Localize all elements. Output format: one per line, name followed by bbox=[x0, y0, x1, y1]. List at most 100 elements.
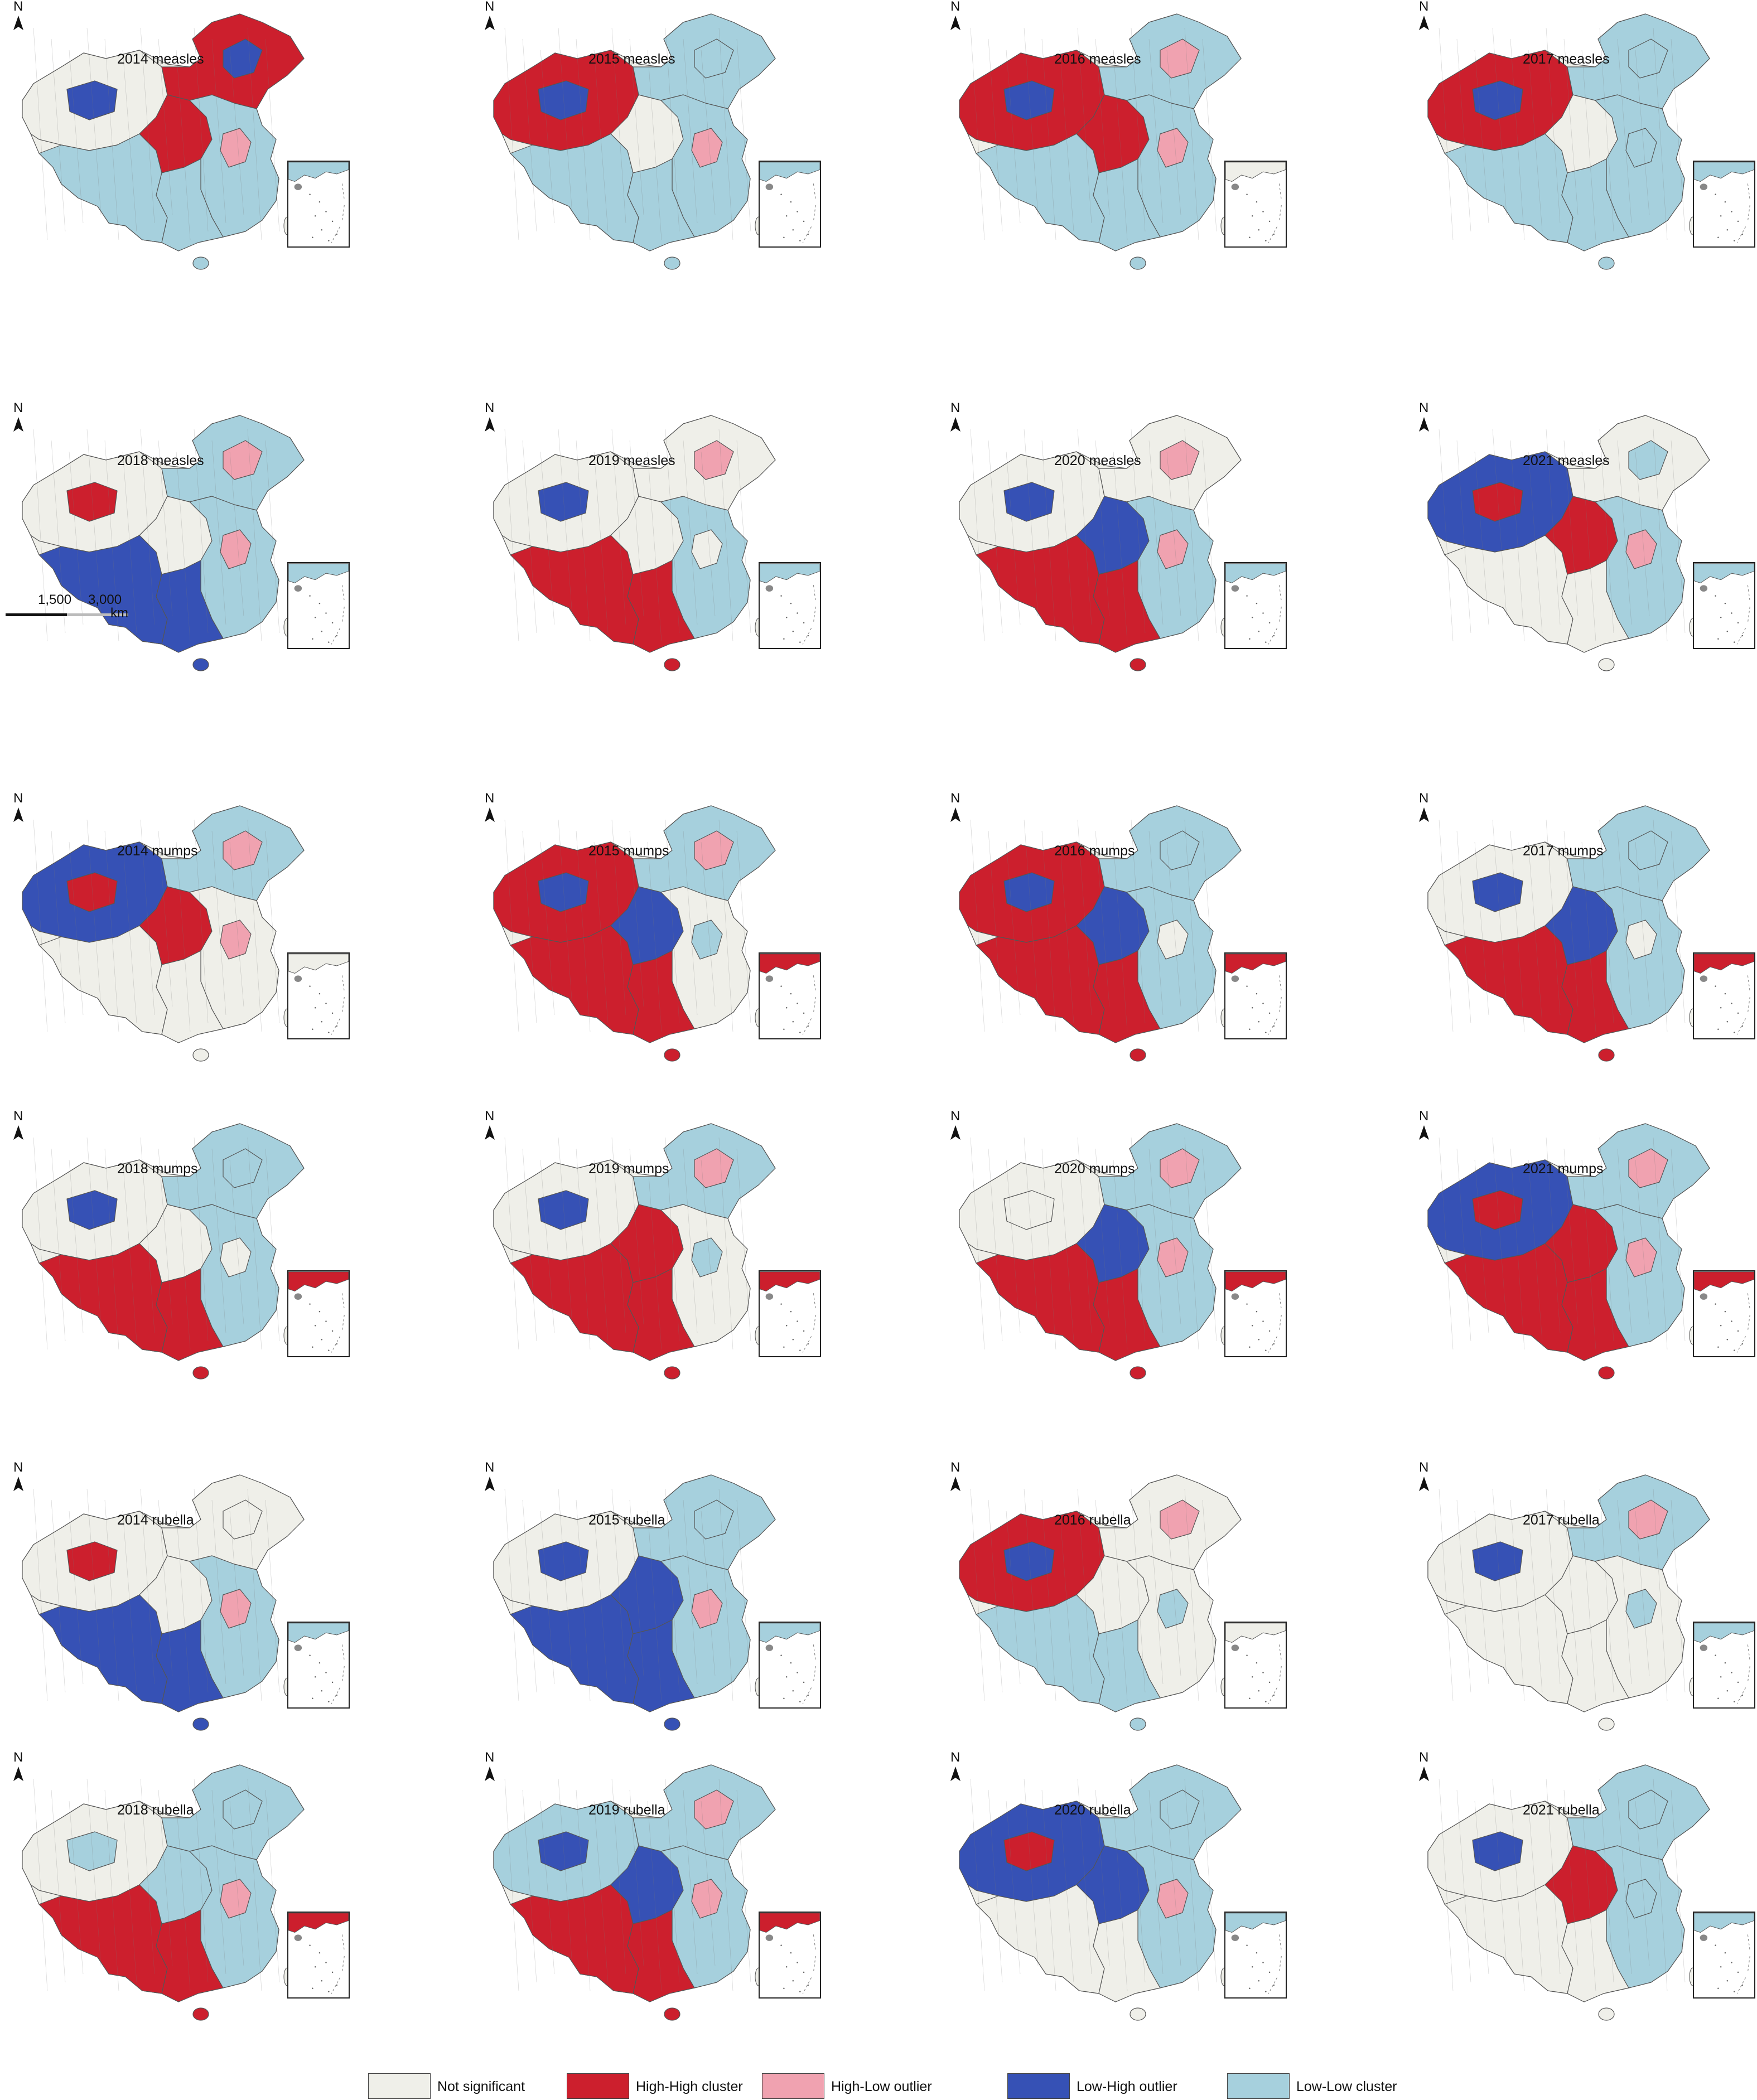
accent-northeast bbox=[1628, 38, 1668, 79]
county-boundary bbox=[611, 27, 626, 224]
inset-islet bbox=[1734, 1991, 1735, 1992]
county-boundary bbox=[247, 1778, 262, 1991]
inset-coast bbox=[288, 1623, 349, 1643]
accent-east bbox=[1157, 128, 1189, 168]
inset-islet bbox=[318, 1952, 321, 1954]
county-boundary bbox=[1059, 50, 1074, 232]
south-china-sea-inset bbox=[1693, 1270, 1755, 1357]
inset-islet bbox=[321, 1339, 323, 1341]
county-boundary bbox=[576, 830, 591, 1032]
county-boundary bbox=[69, 451, 84, 625]
inset-coast bbox=[1694, 563, 1754, 584]
inset-coast bbox=[1694, 162, 1754, 182]
region-southwest bbox=[1444, 925, 1573, 1035]
inset-islet bbox=[785, 616, 788, 618]
county-boundary bbox=[1041, 440, 1056, 642]
inset-islet bbox=[797, 1320, 798, 1322]
island-hainan bbox=[664, 257, 680, 270]
region-east bbox=[189, 886, 279, 1029]
inset-islet bbox=[807, 1343, 809, 1345]
map-panel-measles-2020: N 2020 measles bbox=[937, 401, 1339, 691]
inset-islet bbox=[790, 1310, 792, 1313]
map-panel-rubella-2020: N 2020 rubella bbox=[937, 1751, 1339, 2041]
region-southwest bbox=[510, 535, 639, 645]
inset-boundary-dash bbox=[331, 1293, 345, 1353]
inset-islet bbox=[1265, 1701, 1267, 1702]
county-boundary bbox=[718, 1488, 733, 1701]
county-boundary bbox=[1113, 1801, 1128, 1991]
inset-coast bbox=[760, 954, 820, 974]
inset-coast bbox=[760, 563, 820, 584]
map-panel-rubella-2021: N 2021 rubella bbox=[1406, 1751, 1757, 2041]
inset-map bbox=[1694, 162, 1754, 243]
inset-map bbox=[1694, 563, 1754, 645]
inset-islet bbox=[783, 236, 785, 239]
inset-islet bbox=[331, 220, 334, 222]
inset-islet bbox=[799, 1991, 801, 1992]
map-panel-measles-2017: N 2017 measles bbox=[1406, 0, 1757, 290]
north-label: N bbox=[1419, 791, 1429, 806]
legend-swatch bbox=[1007, 2073, 1070, 2099]
accent-west bbox=[66, 80, 118, 120]
inset-islet bbox=[1265, 1991, 1267, 1992]
north-arrow: N bbox=[481, 0, 504, 36]
county-boundary bbox=[701, 451, 716, 617]
county-boundary bbox=[229, 841, 244, 1007]
inset-coast bbox=[760, 162, 820, 182]
accent-east bbox=[220, 1879, 252, 1919]
region-east bbox=[1126, 1845, 1217, 1988]
county-boundary bbox=[1653, 1488, 1668, 1701]
county-boundary bbox=[701, 1159, 716, 1325]
region-east bbox=[1595, 94, 1685, 238]
inset-islet bbox=[792, 1339, 794, 1341]
county-boundary bbox=[1006, 1801, 1021, 1975]
county-boundary bbox=[1617, 1148, 1632, 1333]
island-hainan bbox=[1130, 1717, 1146, 1731]
inset-islet bbox=[792, 631, 794, 632]
accent-east bbox=[220, 128, 252, 168]
north-arrow-icon bbox=[1419, 1477, 1429, 1491]
county-boundary bbox=[1095, 830, 1110, 1007]
county-boundary bbox=[1077, 429, 1092, 625]
accent-west bbox=[1003, 872, 1055, 912]
county-boundary bbox=[69, 50, 84, 224]
accent-northeast bbox=[1160, 830, 1200, 870]
county-boundary bbox=[665, 1488, 680, 1693]
county-boundary bbox=[1148, 830, 1164, 1015]
island-hainan bbox=[192, 1048, 209, 1062]
north-label: N bbox=[13, 791, 23, 806]
accent-northeast bbox=[694, 1789, 734, 1830]
inset-islet bbox=[797, 211, 798, 212]
county-boundary bbox=[504, 1137, 519, 1350]
county-boundary bbox=[576, 440, 591, 642]
inset-islet bbox=[318, 1310, 321, 1313]
inset-islet bbox=[336, 635, 338, 637]
inset-islet bbox=[1717, 638, 1719, 640]
region-southwest bbox=[1444, 1884, 1573, 1994]
county-boundary bbox=[265, 830, 280, 1024]
inset-island bbox=[1700, 1293, 1708, 1300]
inset-islet bbox=[792, 229, 794, 231]
accent-northeast bbox=[1160, 1499, 1200, 1540]
county-boundary bbox=[988, 830, 1003, 1024]
choropleth-map bbox=[493, 13, 776, 270]
county-boundary bbox=[140, 429, 155, 625]
inset-island bbox=[765, 183, 774, 190]
county-boundary bbox=[1653, 1137, 1668, 1350]
north-arrow: N bbox=[1416, 401, 1438, 437]
north-arrow-icon bbox=[485, 1477, 495, 1491]
county-boundary bbox=[1617, 38, 1632, 224]
choropleth-map bbox=[22, 1764, 305, 2021]
county-boundary bbox=[593, 1511, 609, 1693]
panel-title: 2019 mumps bbox=[588, 1161, 669, 1177]
inset-islet bbox=[318, 993, 321, 995]
county-boundary bbox=[1581, 1511, 1596, 1701]
inset-island bbox=[294, 585, 302, 592]
county-boundary bbox=[1439, 1778, 1454, 1991]
choropleth-map bbox=[22, 1123, 305, 1380]
county-boundary bbox=[629, 38, 644, 215]
inset-island bbox=[294, 1644, 302, 1651]
choropleth-map bbox=[22, 1474, 305, 1731]
county-boundary bbox=[1006, 50, 1021, 224]
map-panel-mumps-2021: N 2021 mumps bbox=[1406, 1110, 1757, 1400]
